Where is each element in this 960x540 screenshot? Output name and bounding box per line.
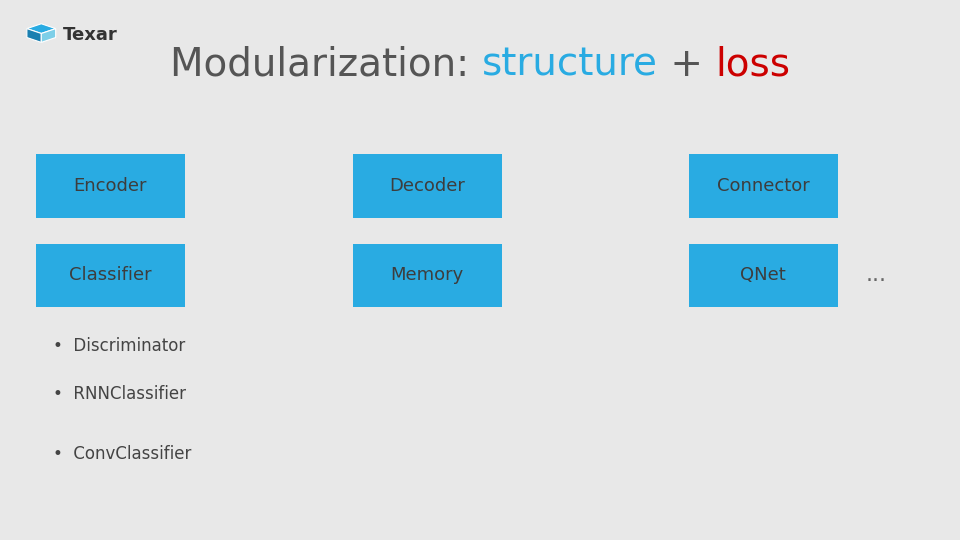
Text: Texar: Texar xyxy=(63,26,118,44)
Text: •  Discriminator: • Discriminator xyxy=(53,336,185,355)
FancyBboxPatch shape xyxy=(36,154,184,218)
Text: Decoder: Decoder xyxy=(389,177,466,195)
Text: Connector: Connector xyxy=(717,177,809,195)
Text: •  RNNClassifier: • RNNClassifier xyxy=(53,385,186,403)
Text: Modularization:: Modularization: xyxy=(170,46,482,84)
Text: structure: structure xyxy=(482,46,658,84)
Polygon shape xyxy=(27,29,41,42)
Text: ...: ... xyxy=(866,265,887,286)
FancyBboxPatch shape xyxy=(353,244,501,307)
FancyBboxPatch shape xyxy=(36,244,184,307)
FancyBboxPatch shape xyxy=(353,154,501,218)
Text: Classifier: Classifier xyxy=(69,266,152,285)
Text: Encoder: Encoder xyxy=(74,177,147,195)
Polygon shape xyxy=(41,29,56,42)
Polygon shape xyxy=(27,24,56,33)
FancyBboxPatch shape xyxy=(689,244,837,307)
Text: +: + xyxy=(658,46,715,84)
FancyBboxPatch shape xyxy=(689,154,837,218)
Text: loss: loss xyxy=(715,46,790,84)
Text: Memory: Memory xyxy=(391,266,464,285)
Text: •  ConvClassifier: • ConvClassifier xyxy=(53,444,191,463)
Text: QNet: QNet xyxy=(740,266,786,285)
